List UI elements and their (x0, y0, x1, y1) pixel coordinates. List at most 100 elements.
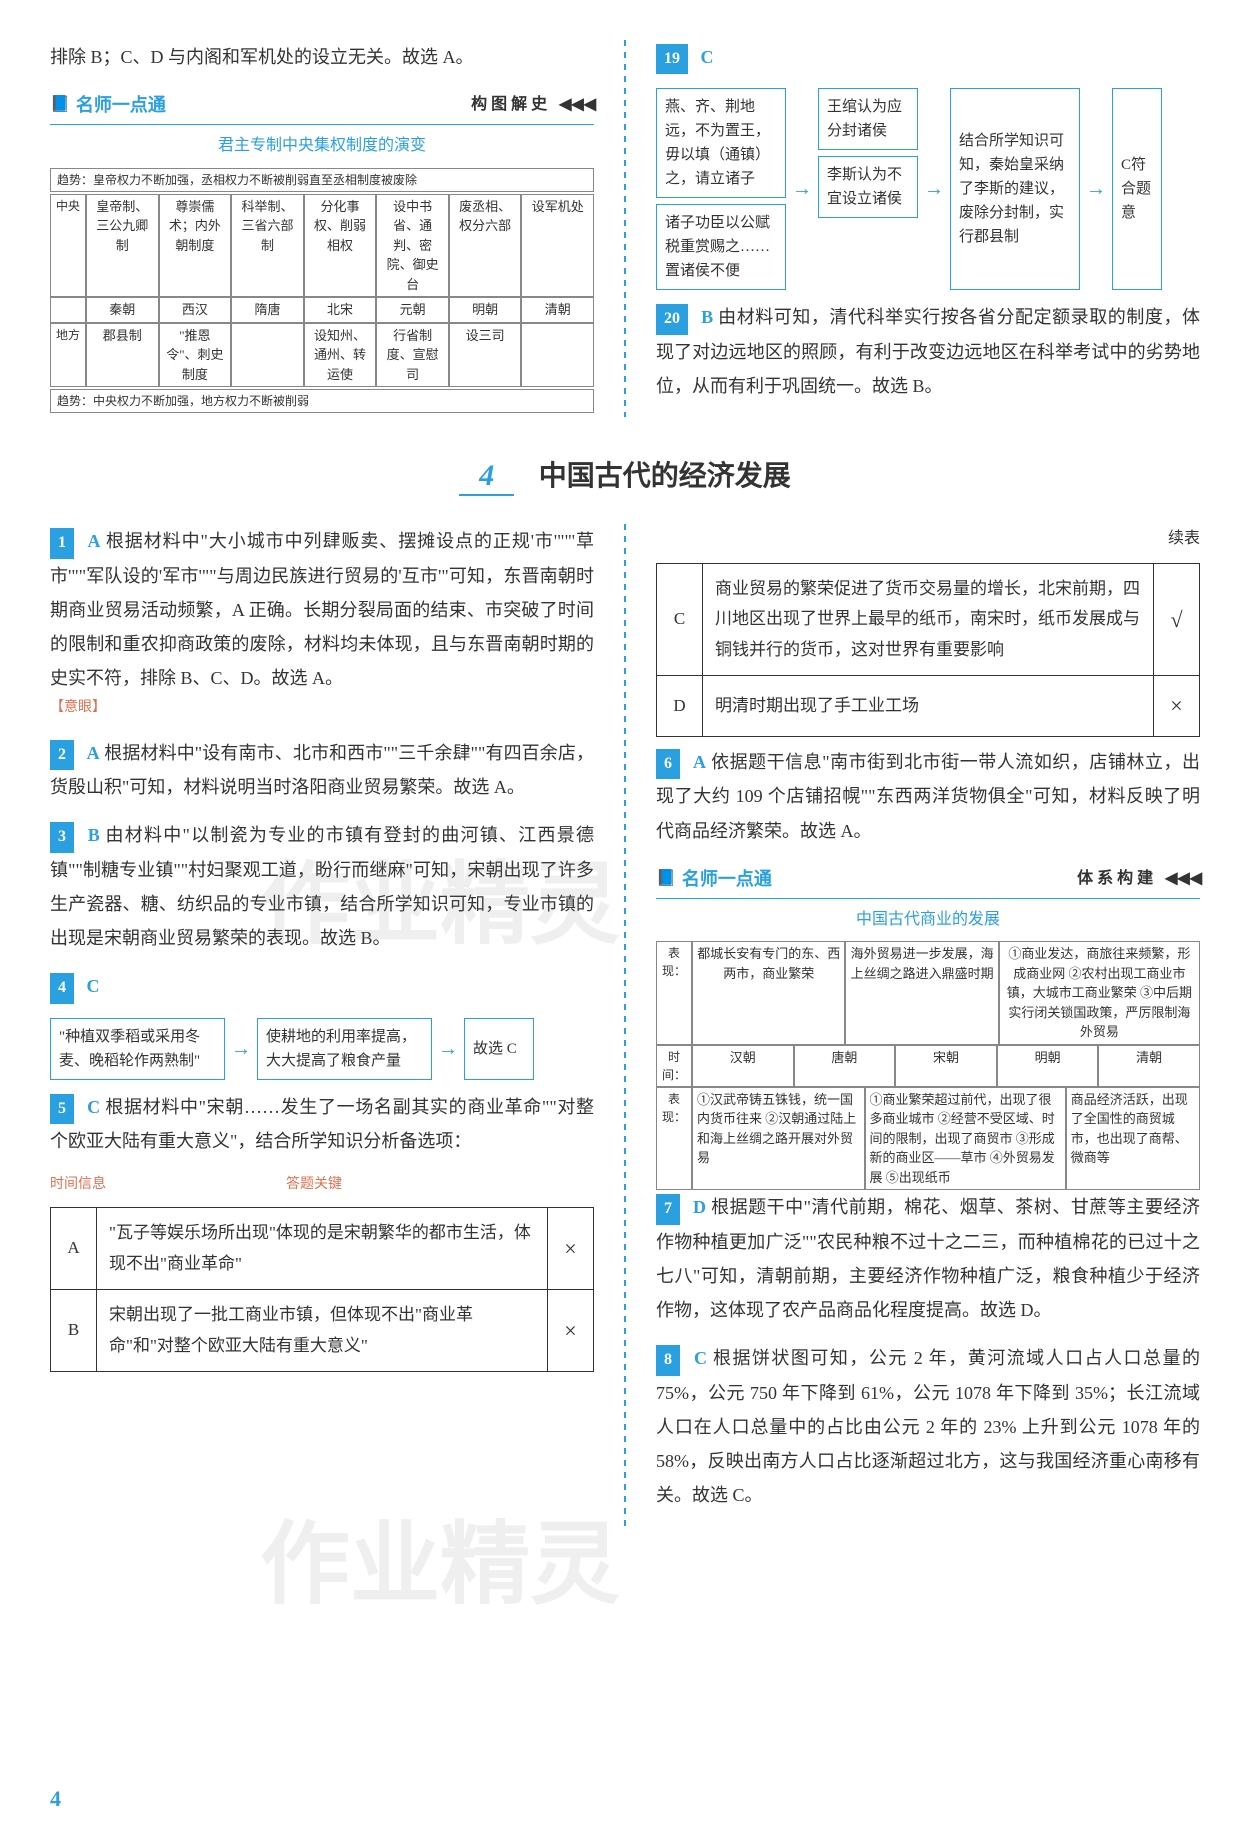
diagram1-trend1: 趋势：皇帝权力不断加强，丞相权力不断被削弱直至丞相制度被废除 (50, 168, 594, 192)
q20-text: 由材料可知，清代科举实行按各省分配定额录取的制度，体现了对边远地区的照顾，有利于… (656, 307, 1200, 396)
section-right-label-2: 体系构建 ◀ ◀ ◀ (1077, 864, 1200, 894)
q20-ans: B (701, 307, 713, 327)
q1-num: 1 (50, 528, 74, 558)
section-title-text: 中国古代的经济发展 (539, 461, 791, 492)
table-row: D 明清时期出现了手工业工场 × (657, 676, 1200, 737)
diagram1-center-row: 中央 皇帝制、三公九卿制 尊崇儒术；内外朝制度 科举制、三省六部制 分化事权、削… (50, 194, 594, 298)
q5b-row-c-lbl: C (657, 563, 703, 676)
top-right-col: 19 C 燕、齐、荆地远，不为置王，毋以填（通镇）之，请立诸子 诸子功臣以公赋税… (656, 40, 1200, 417)
section-number: 4 (459, 459, 514, 496)
q2-num: 2 (50, 740, 74, 770)
continued-label: 续表 (656, 524, 1200, 554)
q8-num: 8 (656, 1345, 680, 1375)
q19-flow: 燕、齐、荆地远，不为置王，毋以填（通镇）之，请立诸子 诸子功臣以公赋税重赏赐之…… (656, 88, 1200, 290)
q5-row-a-lbl: A (51, 1207, 97, 1289)
top-left-col: 排除 B；C、D 与内阁和军机处的设立无关。故选 A。 📘 名师一点通 构图解史… (50, 40, 594, 417)
q5-row-b-txt: 宋朝出现了一批工商业市镇，但体现不出"商业革命"和"对整个欧亚大陆有重大意义" (97, 1290, 548, 1372)
table-row: A "瓦子等娱乐场所出现"体现的是宋朝繁华的都市生活，体现不出"商业革命" × (51, 1207, 594, 1289)
triangle-icon: ◀ ◀ ◀ (1165, 870, 1200, 887)
diagram1-trend2: 趋势：中央权力不断加强，地方权力不断被削弱 (50, 389, 594, 413)
q1: 1 A 根据材料中"大小城市中列肆贩卖、摆摊设点的正规'市'""'草市'""军队… (50, 524, 594, 722)
arrow-icon: → (792, 88, 812, 290)
book-icon: 📘 (656, 864, 676, 894)
q4-num: 4 (50, 973, 74, 1003)
q6-num: 6 (656, 749, 680, 779)
q5-num: 5 (50, 1094, 74, 1124)
vertical-divider (624, 524, 626, 1526)
q4: 4 C (50, 969, 594, 1003)
q5b-row-d-mark: × (1154, 676, 1200, 737)
diagram2: 表现： 都城长安有专门的东、西两市，商业繁荣 海外贸易进一步发展，海上丝绸之路进… (656, 941, 1200, 1190)
q5-row-b-lbl: B (51, 1290, 97, 1372)
q7-ans: D (693, 1197, 706, 1217)
q8-text: 根据饼状图可知，公元 2 年，黄河流域人口占人口总量的 75%，公元 750 年… (656, 1348, 1200, 1505)
q4-box-c: 故选 C (464, 1018, 534, 1080)
q2-ans: A (87, 743, 100, 763)
q19-box-d: 李斯认为不宜设立诸侯 (818, 156, 918, 218)
q7: 7 D 根据题干中"清代前期，棉花、烟草、茶树、甘蔗等主要经济作物种植更加广泛"… (656, 1190, 1200, 1327)
q19-ans: C (701, 47, 714, 67)
book-icon: 📘 (50, 90, 70, 120)
q5-row-a-txt: "瓦子等娱乐场所出现"体现的是宋朝繁华的都市生活，体现不出"商业革命" (97, 1207, 548, 1289)
page-number: 4 (50, 1778, 61, 1820)
teacher-tip-header-2: 📘 名师一点通 体系构建 ◀ ◀ ◀ (656, 862, 1200, 899)
q1-ans: A (87, 531, 100, 551)
top-left-text: 排除 B；C、D 与内阁和军机处的设立无关。故选 A。 (50, 40, 594, 74)
q5-annot1: 时间信息 (50, 1172, 106, 1199)
triangle-icon: ◀ ◀ ◀ (559, 96, 594, 113)
teacher-tip-label: 名师一点通 (76, 88, 166, 122)
q4-box-b: 使耕地的利用率提高，大大提高了粮食产量 (257, 1018, 432, 1080)
top-two-column: 排除 B；C、D 与内阁和军机处的设立无关。故选 A。 📘 名师一点通 构图解史… (50, 40, 1200, 417)
q5-ans: C (87, 1097, 100, 1117)
q6-ans: A (693, 752, 706, 772)
q2: 2 A 根据材料中"设有南市、北市和西市""三千余肆""有四百余店，货殷山积"可… (50, 736, 594, 805)
q5-row-a-mark: × (548, 1207, 594, 1289)
q6-text: 依据题干信息"南市街到北市街一带人流如织，店铺林立，出现了大约 109 个店铺招… (656, 752, 1200, 841)
q5-table-cont: C 商业贸易的繁荣促进了货币交易量的增长，北宋前期，四川地区出现了世界上最早的纸… (656, 563, 1200, 737)
diagram1-local-row: 地方 郡县制 "推恩令"、刺史制度 设知州、通州、转运使 行省制度、宣慰司 设三… (50, 323, 594, 388)
section-title: 4 中国古代的经济发展 (50, 447, 1200, 504)
q4-ans: C (87, 976, 100, 996)
q7-text: 根据题干中"清代前期，棉花、烟草、茶树、甘蔗等主要经济作物种植更加广泛""农民种… (656, 1197, 1200, 1320)
q19-box-e: 结合所学知识可知，秦始皇采纳了李斯的建议，废除分封制，实行郡县制 (950, 88, 1080, 290)
q3-text: 由材料中"以制瓷为专业的市镇有登封的曲河镇、江西景德镇""制糖专业镇""村妇聚观… (50, 825, 594, 948)
q7-num: 7 (656, 1194, 680, 1224)
q5b-row-d-txt: 明清时期出现了手工业工场 (703, 676, 1154, 737)
q5b-row-c-mark: √ (1154, 563, 1200, 676)
table-row: B 宋朝出现了一批工商业市镇，但体现不出"商业革命"和"对整个欧亚大陆有重大意义… (51, 1290, 594, 1372)
q1-text: 根据材料中"大小城市中列肆贩卖、摆摊设点的正规'市'""'草市'""军队设的'军… (50, 531, 594, 688)
vertical-divider (624, 40, 626, 417)
q4-flow: "种植双季稻或采用冬麦、晚稻轮作两熟制" → 使耕地的利用率提高，大大提高了粮食… (50, 1018, 594, 1080)
arrow-icon: → (924, 88, 944, 290)
diagram1-central-label: 中央 (50, 194, 86, 298)
diagram1-dynasty-row: 秦朝 西汉 隋唐 北宋 元朝 明朝 清朝 (50, 297, 594, 323)
q3-ans: B (88, 825, 100, 845)
table-row: C 商业贸易的繁荣促进了货币交易量的增长，北宋前期，四川地区出现了世界上最早的纸… (657, 563, 1200, 676)
q19-box-f: C符合题意 (1112, 88, 1162, 290)
teacher-tip-label-2: 名师一点通 (682, 862, 772, 896)
q8: 8 C 根据饼状图可知，公元 2 年，黄河流域人口占人口总量的 75%，公元 7… (656, 1341, 1200, 1512)
diagram2-title: 中国古代商业的发展 (656, 905, 1200, 935)
q1-annot: 【意眼】 (50, 695, 594, 722)
q20-num: 20 (656, 304, 688, 334)
q5-table: A "瓦子等娱乐场所出现"体现的是宋朝繁华的都市生活，体现不出"商业革命" × … (50, 1207, 594, 1372)
main-right-col: 续表 C 商业贸易的繁荣促进了货币交易量的增长，北宋前期，四川地区出现了世界上最… (656, 524, 1200, 1526)
main-two-column: 1 A 根据材料中"大小城市中列肆贩卖、摆摊设点的正规'市'""'草市'""军队… (50, 524, 1200, 1526)
q5b-row-c-txt: 商业贸易的繁荣促进了货币交易量的增长，北宋前期，四川地区出现了世界上最早的纸币，… (703, 563, 1154, 676)
q5-annot2: 答题关键 (286, 1172, 342, 1199)
q19-num: 19 (656, 44, 688, 74)
section-right-label: 构图解史 ◀ ◀ ◀ (471, 90, 594, 120)
q5-text: 根据材料中"宋朝……发生了一场名副其实的商业革命""对整个欧亚大陆有重大意义"，… (50, 1097, 594, 1151)
q3-num: 3 (50, 822, 74, 852)
q19-box-a: 燕、齐、荆地远，不为置王，毋以填（通镇）之，请立诸子 (656, 88, 786, 198)
arrow-icon: → (1086, 88, 1106, 290)
q8-ans: C (694, 1348, 707, 1368)
diagram1: 趋势：皇帝权力不断加强，丞相权力不断被削弱直至丞相制度被废除 中央 皇帝制、三公… (50, 168, 594, 414)
q4-box-a: "种植双季稻或采用冬麦、晚稻轮作两熟制" (50, 1018, 225, 1080)
main-left-col: 1 A 根据材料中"大小城市中列肆贩卖、摆摊设点的正规'市'""'草市'""军队… (50, 524, 594, 1526)
q2-text: 根据材料中"设有南市、北市和西市""三千余肆""有四百余店，货殷山积"可知，材料… (50, 743, 594, 797)
arrow-icon: → (438, 1018, 458, 1080)
q19-box-b: 诸子功臣以公赋税重赏赐之……置诸侯不便 (656, 204, 786, 290)
diagram1-title: 君主专制中央集权制度的演变 (50, 131, 594, 161)
q6: 6 A 依据题干信息"南市街到北市街一带人流如织，店铺林立，出现了大约 109 … (656, 745, 1200, 848)
